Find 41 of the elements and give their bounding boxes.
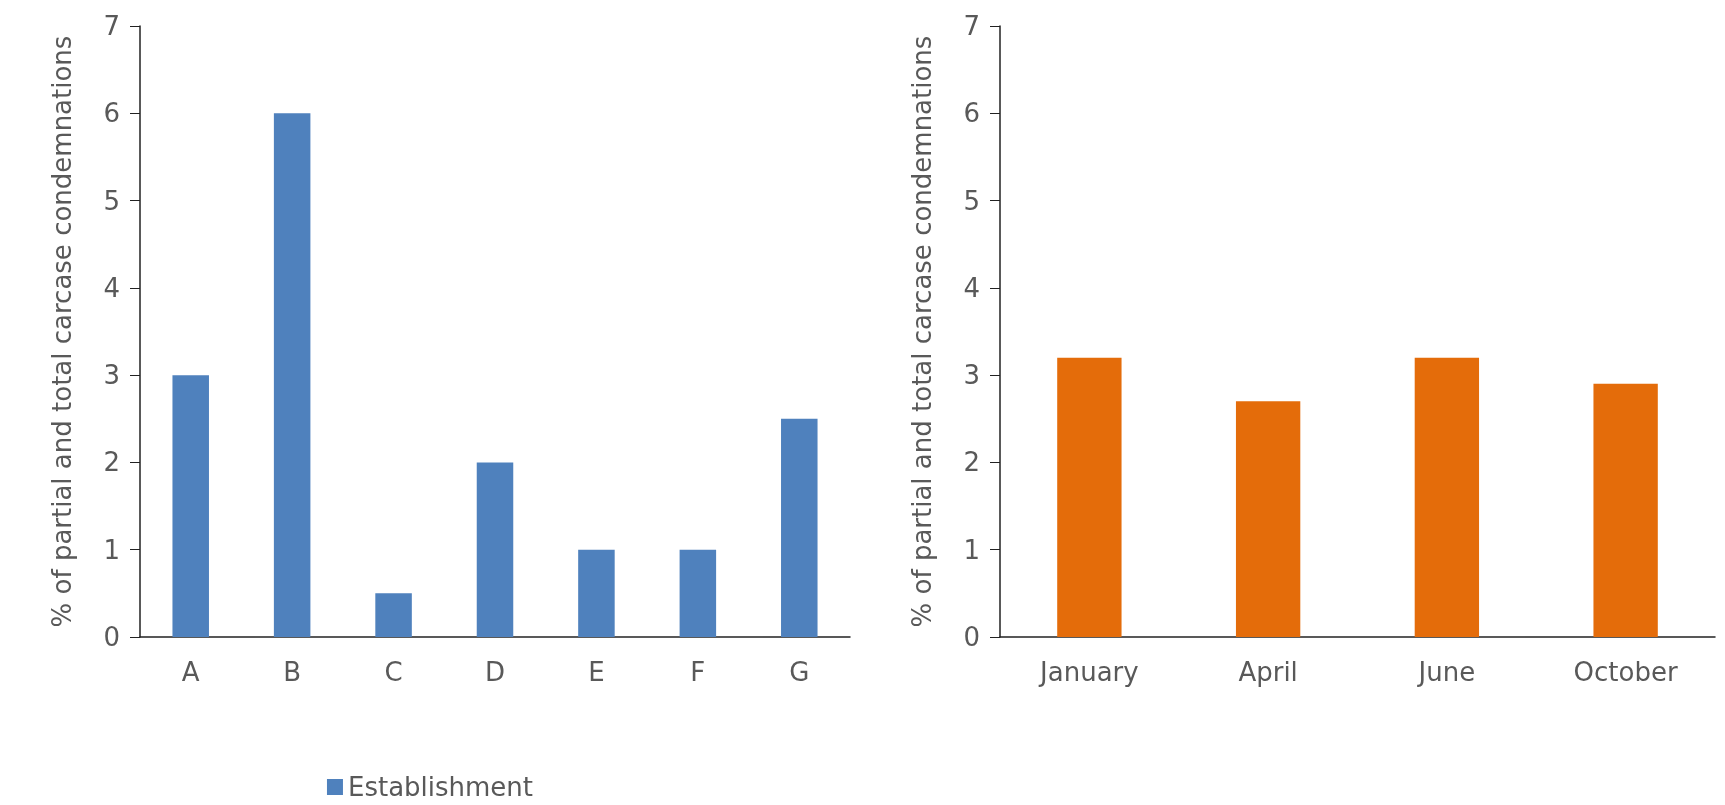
y-tick-label: 6 — [963, 98, 980, 129]
y-tick-label: 5 — [963, 185, 980, 216]
y-tick-label: 2 — [103, 447, 120, 478]
y-axis-title: % of partial and total carcase condemnations — [47, 35, 77, 628]
bar — [578, 549, 615, 637]
x-tick-label: C — [384, 657, 403, 687]
x-tick-label: A — [181, 657, 200, 687]
y-tick-label: 2 — [963, 447, 980, 478]
x-tick-label: B — [283, 657, 302, 687]
y-tick-label: 1 — [103, 534, 120, 565]
x-tick-label: E — [588, 657, 605, 687]
y-axis-title: % of partial and total carcase condemnations — [907, 35, 937, 628]
y-tick-label: 3 — [103, 360, 120, 391]
bar — [1057, 357, 1122, 637]
x-tick-label: June — [1416, 657, 1476, 687]
y-tick-label: 3 — [963, 360, 980, 391]
y-tick-label: 4 — [963, 272, 980, 303]
bar — [1414, 357, 1480, 637]
bar — [476, 462, 514, 637]
bar — [781, 418, 818, 637]
y-tick-label: 1 — [963, 534, 980, 565]
y-tick-label: 6 — [103, 98, 120, 129]
y-tick-label: 0 — [103, 622, 120, 652]
x-tick-label: D — [484, 657, 506, 687]
legend-label: Establishment — [347, 772, 534, 802]
bar — [1593, 383, 1658, 637]
y-tick-label: 7 — [963, 11, 980, 41]
y-tick-label: 5 — [103, 185, 120, 216]
bar — [375, 593, 412, 637]
bar — [679, 549, 717, 637]
y-tick-label: 4 — [103, 272, 120, 303]
x-tick-label: April — [1238, 657, 1298, 687]
x-tick-label: January — [1038, 657, 1139, 687]
x-tick-label: G — [789, 657, 810, 687]
y-tick-label: 7 — [103, 11, 120, 41]
y-tick-label: 0 — [963, 622, 980, 652]
x-tick-label: October — [1573, 657, 1678, 687]
bar — [273, 113, 311, 637]
bar — [172, 375, 209, 637]
bar — [1235, 401, 1301, 637]
x-tick-label: F — [690, 657, 706, 687]
